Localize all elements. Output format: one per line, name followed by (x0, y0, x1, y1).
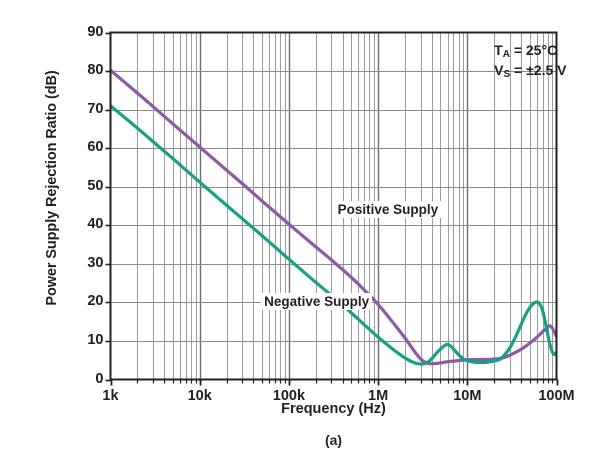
y-tick-label-90: 90 (87, 23, 104, 40)
y-tick-label-40: 40 (87, 216, 104, 233)
x-tick-label-10k: 10k (187, 387, 212, 404)
y-tick-label-10: 10 (87, 331, 104, 348)
x-tick-label-10M: 10M (453, 387, 482, 404)
annotation-temperature: TA = 25°C (494, 41, 566, 62)
annotation-temp-value: = 25°C (509, 41, 558, 58)
y-tick-label-0: 0 (95, 370, 104, 387)
y-tick-label-30: 30 (87, 254, 104, 271)
annotation-supply-voltage: VS = ±2.5 V (494, 61, 566, 82)
plot-frame (109, 31, 558, 381)
x-tick-label-1k: 1k (102, 387, 119, 404)
condition-annotations: TA = 25°C VS = ±2.5 V (494, 41, 566, 82)
y-tick-label-20: 20 (87, 293, 104, 310)
x-axis-title: Frequency (Hz) (281, 401, 386, 417)
y-tick-label-80: 80 (87, 62, 104, 79)
x-tick-label-100M: 100M (538, 387, 575, 404)
y-tick-label-60: 60 (87, 139, 104, 156)
x-tick-label-1M: 1M (368, 387, 389, 404)
series-curve-negative-supply (110, 104, 557, 366)
annotation-temp-symbol: T (494, 41, 503, 58)
series-label-positive-supply: Positive Supply (334, 200, 442, 218)
annotation-supply-value: = ±2.5 V (510, 62, 567, 78)
annotation-supply-symbol: V (494, 62, 504, 78)
y-tick-label-70: 70 (87, 100, 104, 117)
figure-caption: (a) (324, 432, 343, 448)
data-curves (110, 68, 557, 366)
annotation-temp-subscript: A (502, 48, 510, 60)
x-tick-label-100k: 100k (272, 387, 306, 404)
major-gridlines (110, 32, 557, 380)
series-label-negative-supply: Negative Supply (261, 293, 373, 311)
annotation-supply-subscript: S (503, 69, 511, 80)
series-curve-positive-supply (110, 68, 557, 366)
y-tick-label-50: 50 (87, 177, 104, 194)
